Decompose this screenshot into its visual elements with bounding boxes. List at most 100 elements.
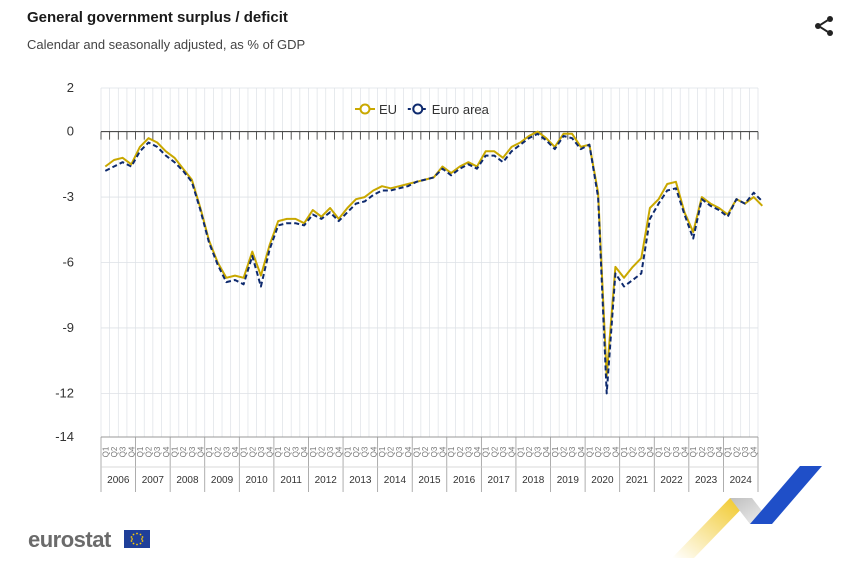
y-axis: 2 0 -3 -6 -9 -12 -14 bbox=[55, 80, 74, 444]
grid bbox=[100, 87, 759, 438]
x-year-label: 2006 bbox=[107, 475, 130, 486]
x-year-label: 2014 bbox=[384, 475, 407, 486]
x-quarter-label: Q3 bbox=[188, 446, 197, 457]
x-quarter-label: Q2 bbox=[525, 446, 534, 457]
x-quarter-label: Q1 bbox=[309, 446, 318, 457]
x-quarter-label: Q2 bbox=[456, 446, 465, 457]
x-quarter-label: Q3 bbox=[464, 446, 473, 457]
x-quarter-label: Q2 bbox=[179, 446, 188, 457]
eu-flag-icon bbox=[124, 530, 150, 548]
x-quarter-label: Q4 bbox=[473, 446, 482, 457]
x-quarter-label: Q4 bbox=[508, 446, 517, 457]
legend-item-eu[interactable]: EU bbox=[355, 102, 397, 117]
x-year-label: 2015 bbox=[418, 475, 441, 486]
x-quarter-label: Q1 bbox=[343, 446, 352, 457]
x-quarter-label: Q4 bbox=[715, 446, 724, 457]
x-quarter-label: Q4 bbox=[404, 446, 413, 457]
x-quarter-label: Q3 bbox=[568, 446, 577, 457]
x-quarter-label: Q2 bbox=[663, 446, 672, 457]
series-lines bbox=[104, 130, 764, 395]
x-quarter-label: Q3 bbox=[153, 446, 162, 457]
x-quarter-label: Q2 bbox=[732, 446, 741, 457]
share-icon[interactable] bbox=[812, 14, 836, 38]
x-quarter-label: Q3 bbox=[430, 446, 439, 457]
x-quarter-label: Q2 bbox=[559, 446, 568, 457]
legend[interactable]: EU Euro area bbox=[355, 102, 490, 117]
x-quarter-label: Q2 bbox=[248, 446, 257, 457]
x-quarter-label: Q2 bbox=[629, 446, 638, 457]
legend-marker-icon bbox=[412, 103, 424, 115]
x-quarter-label: Q2 bbox=[352, 446, 361, 457]
x-quarter-label: Q4 bbox=[681, 446, 690, 457]
x-quarter-label: Q3 bbox=[119, 446, 128, 457]
x-quarter-label: Q2 bbox=[145, 446, 154, 457]
x-quarter-label: Q4 bbox=[266, 446, 275, 457]
x-quarter-label: Q1 bbox=[689, 446, 698, 457]
x-year-label: 2010 bbox=[245, 475, 268, 486]
series-line-eu[interactable] bbox=[104, 130, 764, 377]
x-quarter-label: Q1 bbox=[205, 446, 214, 457]
x-quarter-label: Q1 bbox=[274, 446, 283, 457]
x-quarter-label: Q2 bbox=[317, 446, 326, 457]
x-quarter-label: Q2 bbox=[421, 446, 430, 457]
x-quarter-label: Q1 bbox=[378, 446, 387, 457]
x-quarter-label: Q4 bbox=[438, 446, 447, 457]
legend-item-euro-area[interactable]: Euro area bbox=[407, 102, 490, 117]
x-quarter-label: Q4 bbox=[646, 446, 655, 457]
x-quarter-label: Q2 bbox=[110, 446, 119, 457]
eurostat-logo: eurostat bbox=[28, 527, 111, 552]
y-tick-label: -6 bbox=[62, 255, 74, 270]
x-quarter-label: Q3 bbox=[361, 446, 370, 457]
x-quarter-label: Q2 bbox=[594, 446, 603, 457]
x-year-label: 2011 bbox=[280, 475, 302, 486]
x-quarter-label: Q1 bbox=[585, 446, 594, 457]
x-quarter-label: Q3 bbox=[672, 446, 681, 457]
y-tick-label: 2 bbox=[67, 80, 74, 95]
x-year-label: 2020 bbox=[591, 475, 614, 486]
x-quarter-label: Q4 bbox=[162, 446, 171, 457]
x-quarter-label: Q3 bbox=[534, 446, 543, 457]
x-quarter-label: Q4 bbox=[335, 446, 344, 457]
x-axis: Q1 Q2 Q3 Q4 Q1 Q2 Q3 Q4 Q1 Q2 Q3 Q4 Q1 Q2 Q3 Q4 Q1 Q2 Q3 Q4… bbox=[100, 436, 759, 492]
x-quarter-label: Q3 bbox=[741, 446, 750, 457]
series-line-euro-area[interactable] bbox=[104, 132, 764, 395]
x-quarter-label: Q3 bbox=[292, 446, 301, 457]
x-quarter-label: Q4 bbox=[196, 446, 205, 457]
x-quarter-label: Q2 bbox=[283, 446, 292, 457]
x-quarter-label: Q3 bbox=[499, 446, 508, 457]
x-quarter-label: Q2 bbox=[490, 446, 499, 457]
x-quarter-label: Q1 bbox=[101, 446, 110, 457]
x-year-label: 2013 bbox=[349, 475, 372, 486]
x-quarter-label: Q1 bbox=[551, 446, 560, 457]
y-tick-label: -12 bbox=[55, 385, 74, 400]
x-year-label: 2009 bbox=[211, 475, 234, 486]
x-quarter-label: Q3 bbox=[706, 446, 715, 457]
x-quarter-label: Q1 bbox=[240, 446, 249, 457]
x-quarter-label: Q2 bbox=[698, 446, 707, 457]
x-year-label: 2023 bbox=[695, 475, 718, 486]
x-year-label: 2017 bbox=[488, 475, 511, 486]
y-tick-label: -14 bbox=[55, 429, 74, 444]
x-quarter-label: Q4 bbox=[542, 446, 551, 457]
x-quarter-label: Q1 bbox=[724, 446, 733, 457]
x-year-label: 2024 bbox=[730, 475, 753, 486]
x-quarter-label: Q4 bbox=[369, 446, 378, 457]
x-quarter-label: Q4 bbox=[577, 446, 586, 457]
line-chart: 20-3-6-9-12-14 Q1 Q2 Q3 Q4 Q1 Q2 Q3 Q4 Q1 Q2 Q3 Q4 Q… bbox=[55, 80, 764, 492]
x-quarter-label: Q1 bbox=[447, 446, 456, 457]
x-year-label: 2022 bbox=[660, 475, 683, 486]
legend-label: Euro area bbox=[432, 102, 490, 117]
x-quarter-label: Q1 bbox=[413, 446, 422, 457]
x-quarter-label: Q2 bbox=[214, 446, 223, 457]
x-quarter-label: Q4 bbox=[300, 446, 309, 457]
x-quarter-label: Q4 bbox=[231, 446, 240, 457]
x-quarter-label: Q1 bbox=[170, 446, 179, 457]
legend-marker-icon bbox=[359, 103, 371, 115]
x-quarter-label: Q4 bbox=[127, 446, 136, 457]
x-year-label: 2012 bbox=[315, 475, 338, 486]
x-quarter-label: Q3 bbox=[222, 446, 231, 457]
legend-label: EU bbox=[379, 102, 397, 117]
chart-title: General government surplus / deficit bbox=[27, 9, 288, 26]
x-year-label: 2018 bbox=[522, 475, 545, 486]
x-year-label: 2016 bbox=[453, 475, 476, 486]
